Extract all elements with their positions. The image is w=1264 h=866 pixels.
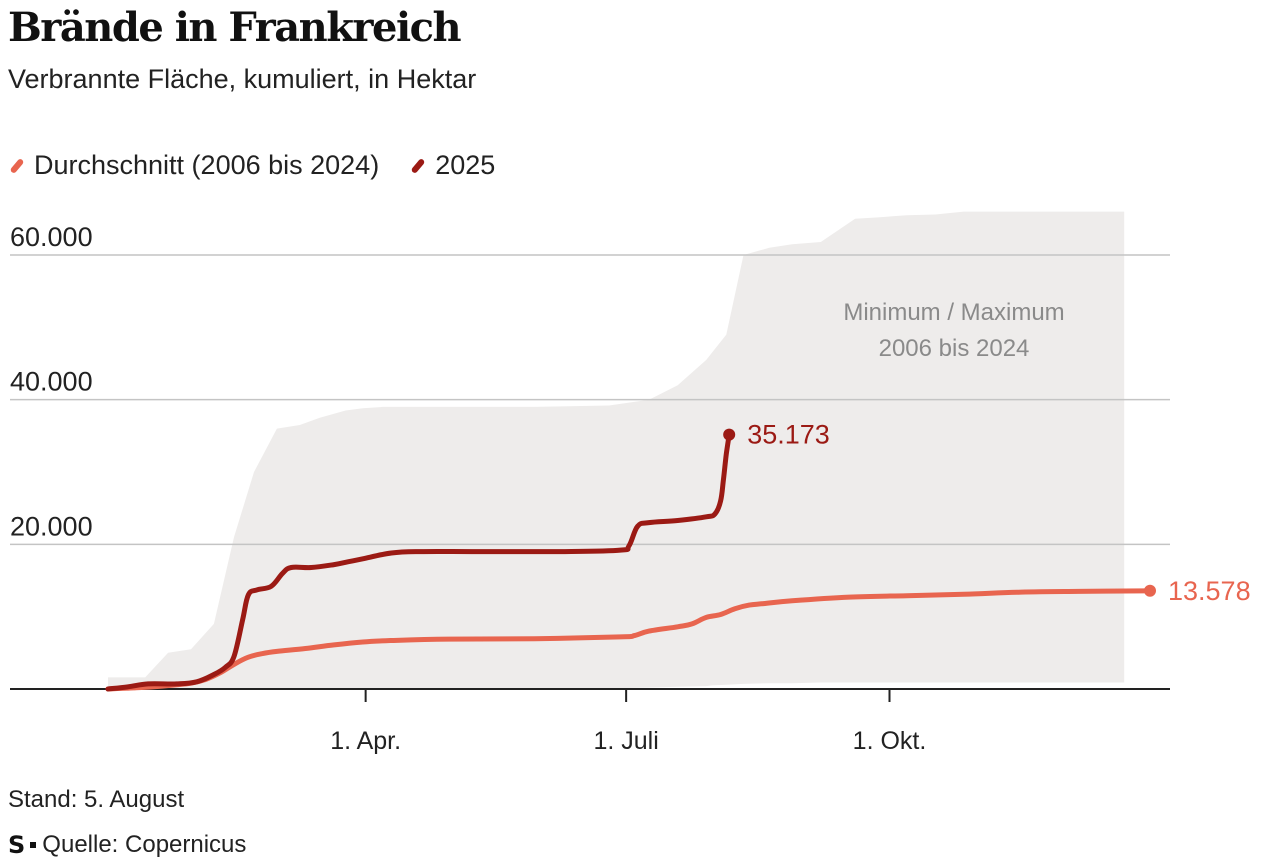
grid-layer: 20.000 40.000 60.000 1. Apr. 1. Juli 1. Okt. bbox=[10, 222, 1170, 755]
legend-item-average: Durchschnitt (2006 bis 2024) bbox=[8, 150, 379, 181]
series-layer bbox=[105, 428, 1156, 692]
series-average-end-point bbox=[1144, 584, 1156, 597]
y-tick-label: 60.000 bbox=[10, 222, 93, 252]
source-text: Quelle: Copernicus bbox=[42, 831, 247, 858]
x-tick-label: 1. Okt. bbox=[853, 727, 927, 755]
footer-source: S Quelle: Copernicus bbox=[8, 831, 246, 859]
chart-subtitle: Verbrannte Fläche, kumuliert, in Hektar bbox=[8, 64, 477, 94]
legend: Durchschnitt (2006 bis 2024) 2025 bbox=[8, 150, 525, 181]
publisher-logo-icon: S bbox=[8, 831, 26, 859]
legend-label-2025: 2025 bbox=[435, 150, 496, 180]
y-tick-label: 20.000 bbox=[10, 511, 93, 541]
label-layer: Minimum / Maximum 2006 bis 2024 13.578 35.1… bbox=[747, 297, 1251, 606]
x-tick-label: 1. Juli bbox=[593, 727, 658, 755]
x-tick-label: 1. Apr. bbox=[330, 727, 401, 755]
chart-title: Brände in Frankreich bbox=[8, 4, 462, 51]
range-label-line: Minimum / Maximum bbox=[843, 299, 1064, 326]
series-2025-line bbox=[105, 432, 732, 692]
logo-dot bbox=[30, 842, 37, 848]
footer-stand: Stand: 5. August bbox=[8, 786, 185, 813]
series-2025-end-point bbox=[723, 428, 736, 441]
range-layer bbox=[108, 211, 1125, 689]
legend-item-2025: 2025 bbox=[409, 150, 495, 181]
range-label-line: 2006 bis 2024 bbox=[879, 335, 1030, 362]
legend-label-average: Durchschnitt (2006 bis 2024) bbox=[34, 150, 380, 180]
y-tick-label: 40.000 bbox=[10, 367, 93, 397]
series-2025-end-label: 35.173 bbox=[747, 420, 830, 450]
range-band bbox=[108, 211, 1125, 689]
series-average-end-label: 13.578 bbox=[1168, 576, 1251, 606]
